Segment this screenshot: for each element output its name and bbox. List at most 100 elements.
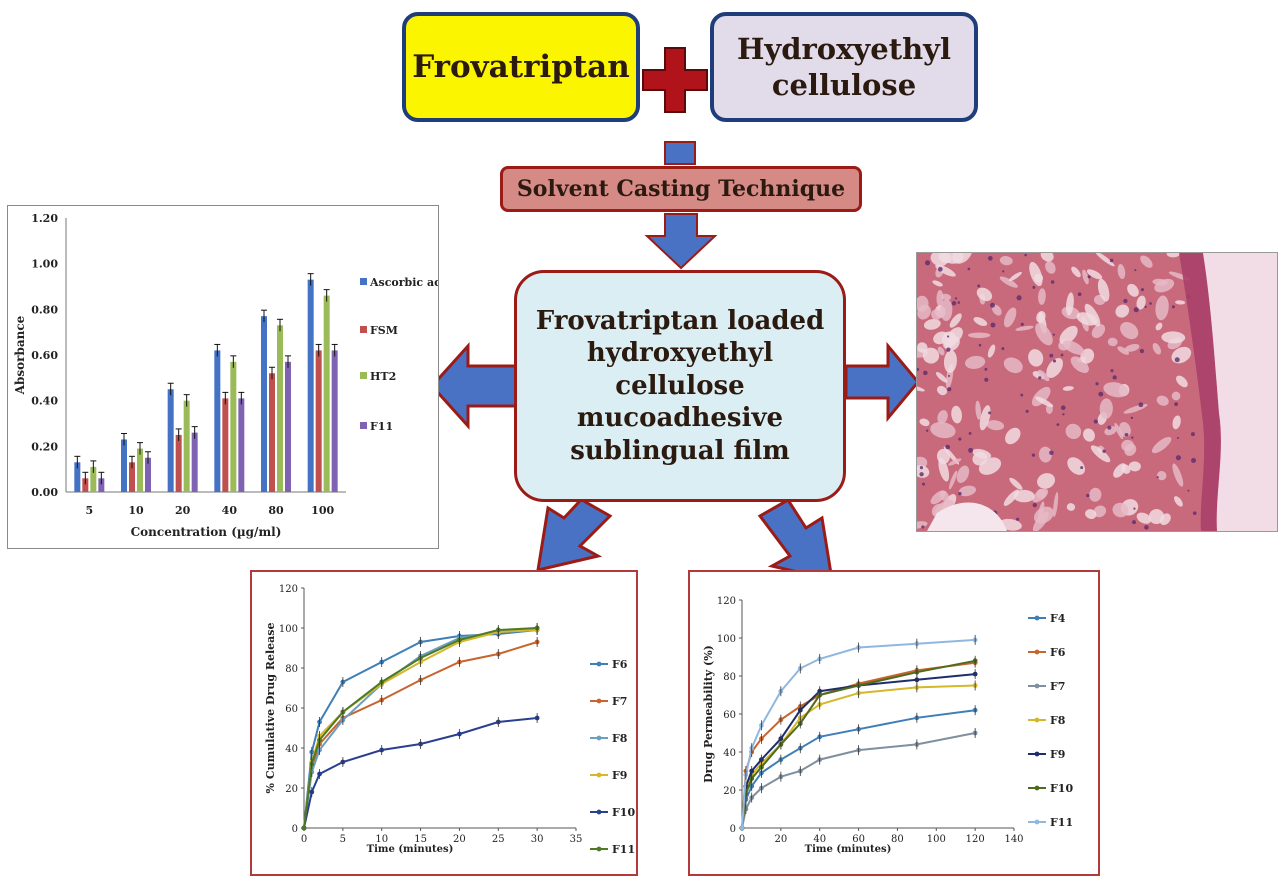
tissue-space: [1066, 292, 1074, 316]
cell-nucleus: [1102, 449, 1106, 453]
tissue-space: [940, 299, 953, 322]
tissue-space: [1152, 342, 1162, 355]
x-tick-label: 20: [774, 834, 787, 845]
y-tick-label: 0.00: [31, 486, 58, 499]
cell-nucleus: [1133, 307, 1139, 313]
cell-nucleus: [921, 525, 925, 529]
histology-image: [916, 252, 1278, 532]
cell-nucleus: [1095, 382, 1099, 386]
cell-nucleus: [984, 377, 989, 382]
cell-nucleus: [957, 301, 961, 304]
tissue-space: [1120, 322, 1139, 340]
tissue-space: [938, 253, 952, 264]
bar: [238, 398, 245, 492]
cell-nucleus: [1020, 393, 1024, 397]
tissue-space: [1155, 322, 1163, 331]
tissue-space: [1040, 253, 1054, 262]
legend-label: F7: [612, 695, 627, 708]
tissue-space: [1093, 505, 1107, 518]
y-tick-label: 0.80: [31, 303, 58, 316]
tissue-space: [1003, 357, 1023, 374]
polymer-label-line2: cellulose: [771, 68, 917, 102]
cell-nucleus: [1016, 295, 1022, 301]
cell-nucleus: [958, 491, 962, 496]
tissue-space: [1005, 427, 1021, 445]
right-arrow-icon: [844, 341, 920, 423]
y-axis-title: Drug Permeability (%): [702, 645, 715, 783]
legend-marker: [596, 735, 602, 741]
tissue-space: [972, 448, 992, 459]
legend-label: F6: [1050, 646, 1066, 659]
cell-nucleus: [1175, 455, 1181, 461]
product-line: mucoadhesive: [576, 403, 784, 434]
tissue-space: [1086, 269, 1103, 280]
bar: [82, 478, 89, 492]
cell-nucleus: [1138, 402, 1144, 408]
tissue-space: [1083, 428, 1095, 442]
cell-nucleus: [1123, 298, 1128, 304]
tissue-space: [975, 400, 982, 420]
tissue-space: [999, 256, 1013, 266]
x-tick-label: 5: [340, 834, 346, 845]
tissue-space: [1031, 386, 1051, 407]
tissue-space: [1037, 473, 1056, 489]
legend-label: F8: [612, 732, 628, 745]
legend-marker: [1034, 717, 1040, 723]
tissue-space: [1124, 343, 1140, 352]
cell-nucleus: [919, 466, 924, 470]
left-arrow-icon: [429, 342, 518, 430]
x-tick-label: 80: [268, 504, 284, 517]
cell-nucleus: [984, 367, 988, 371]
cell-nucleus: [1134, 269, 1137, 272]
y-tick-label: 40: [285, 744, 298, 755]
product-line: sublingual film: [570, 435, 790, 466]
y-tick-label: 60: [285, 704, 298, 715]
x-tick-label: 35: [570, 834, 583, 845]
tissue-space: [1119, 421, 1131, 438]
legend-label: F9: [612, 769, 627, 782]
tissue-space: [1090, 445, 1111, 463]
down-arrow-icon: [664, 141, 696, 165]
y-tick-label: 0.20: [31, 440, 58, 453]
cell-nucleus: [917, 368, 920, 372]
bar: [285, 361, 291, 492]
tissue-space: [1085, 509, 1097, 519]
x-tick-label: 20: [175, 504, 191, 517]
cell-nucleus: [1156, 476, 1159, 479]
cell-nucleus: [1050, 280, 1055, 284]
series-line: [741, 659, 976, 829]
tissue-space: [1154, 278, 1175, 293]
bar: [74, 462, 81, 492]
cell-nucleus: [925, 429, 929, 432]
cell-nucleus: [1049, 353, 1054, 358]
legend-label: F11: [370, 420, 393, 433]
tissue-space: [1035, 323, 1053, 346]
bar: [277, 325, 283, 492]
bar: [191, 432, 198, 492]
tissue-space: [976, 287, 993, 302]
legend-label: HT2: [370, 370, 396, 383]
tissue-space: [1071, 266, 1081, 278]
tissue-space: [1128, 461, 1141, 472]
tissue-space: [939, 490, 950, 502]
tissue-space: [1053, 491, 1059, 518]
cell-nucleus: [1032, 503, 1037, 508]
x-axis-title: Time (minutes): [367, 844, 454, 855]
legend-swatch: [360, 326, 367, 333]
legend-label: F10: [1050, 782, 1073, 795]
tissue-space: [1046, 357, 1063, 378]
legend-label: F9: [1050, 748, 1065, 761]
tissue-space: [1095, 253, 1115, 267]
series-line: [741, 673, 976, 829]
cell-nucleus: [1001, 347, 1005, 351]
cell-nucleus: [1130, 416, 1134, 420]
y-tick-label: 20: [285, 784, 298, 795]
tissue-space: [999, 276, 1018, 288]
tissue-space: [1062, 340, 1085, 355]
cell-nucleus: [924, 260, 931, 266]
cell-nucleus: [1191, 457, 1196, 463]
bar: [214, 350, 221, 492]
tissue-space: [1112, 502, 1129, 518]
cell-nucleus: [990, 322, 996, 328]
tissue-space: [936, 385, 948, 396]
